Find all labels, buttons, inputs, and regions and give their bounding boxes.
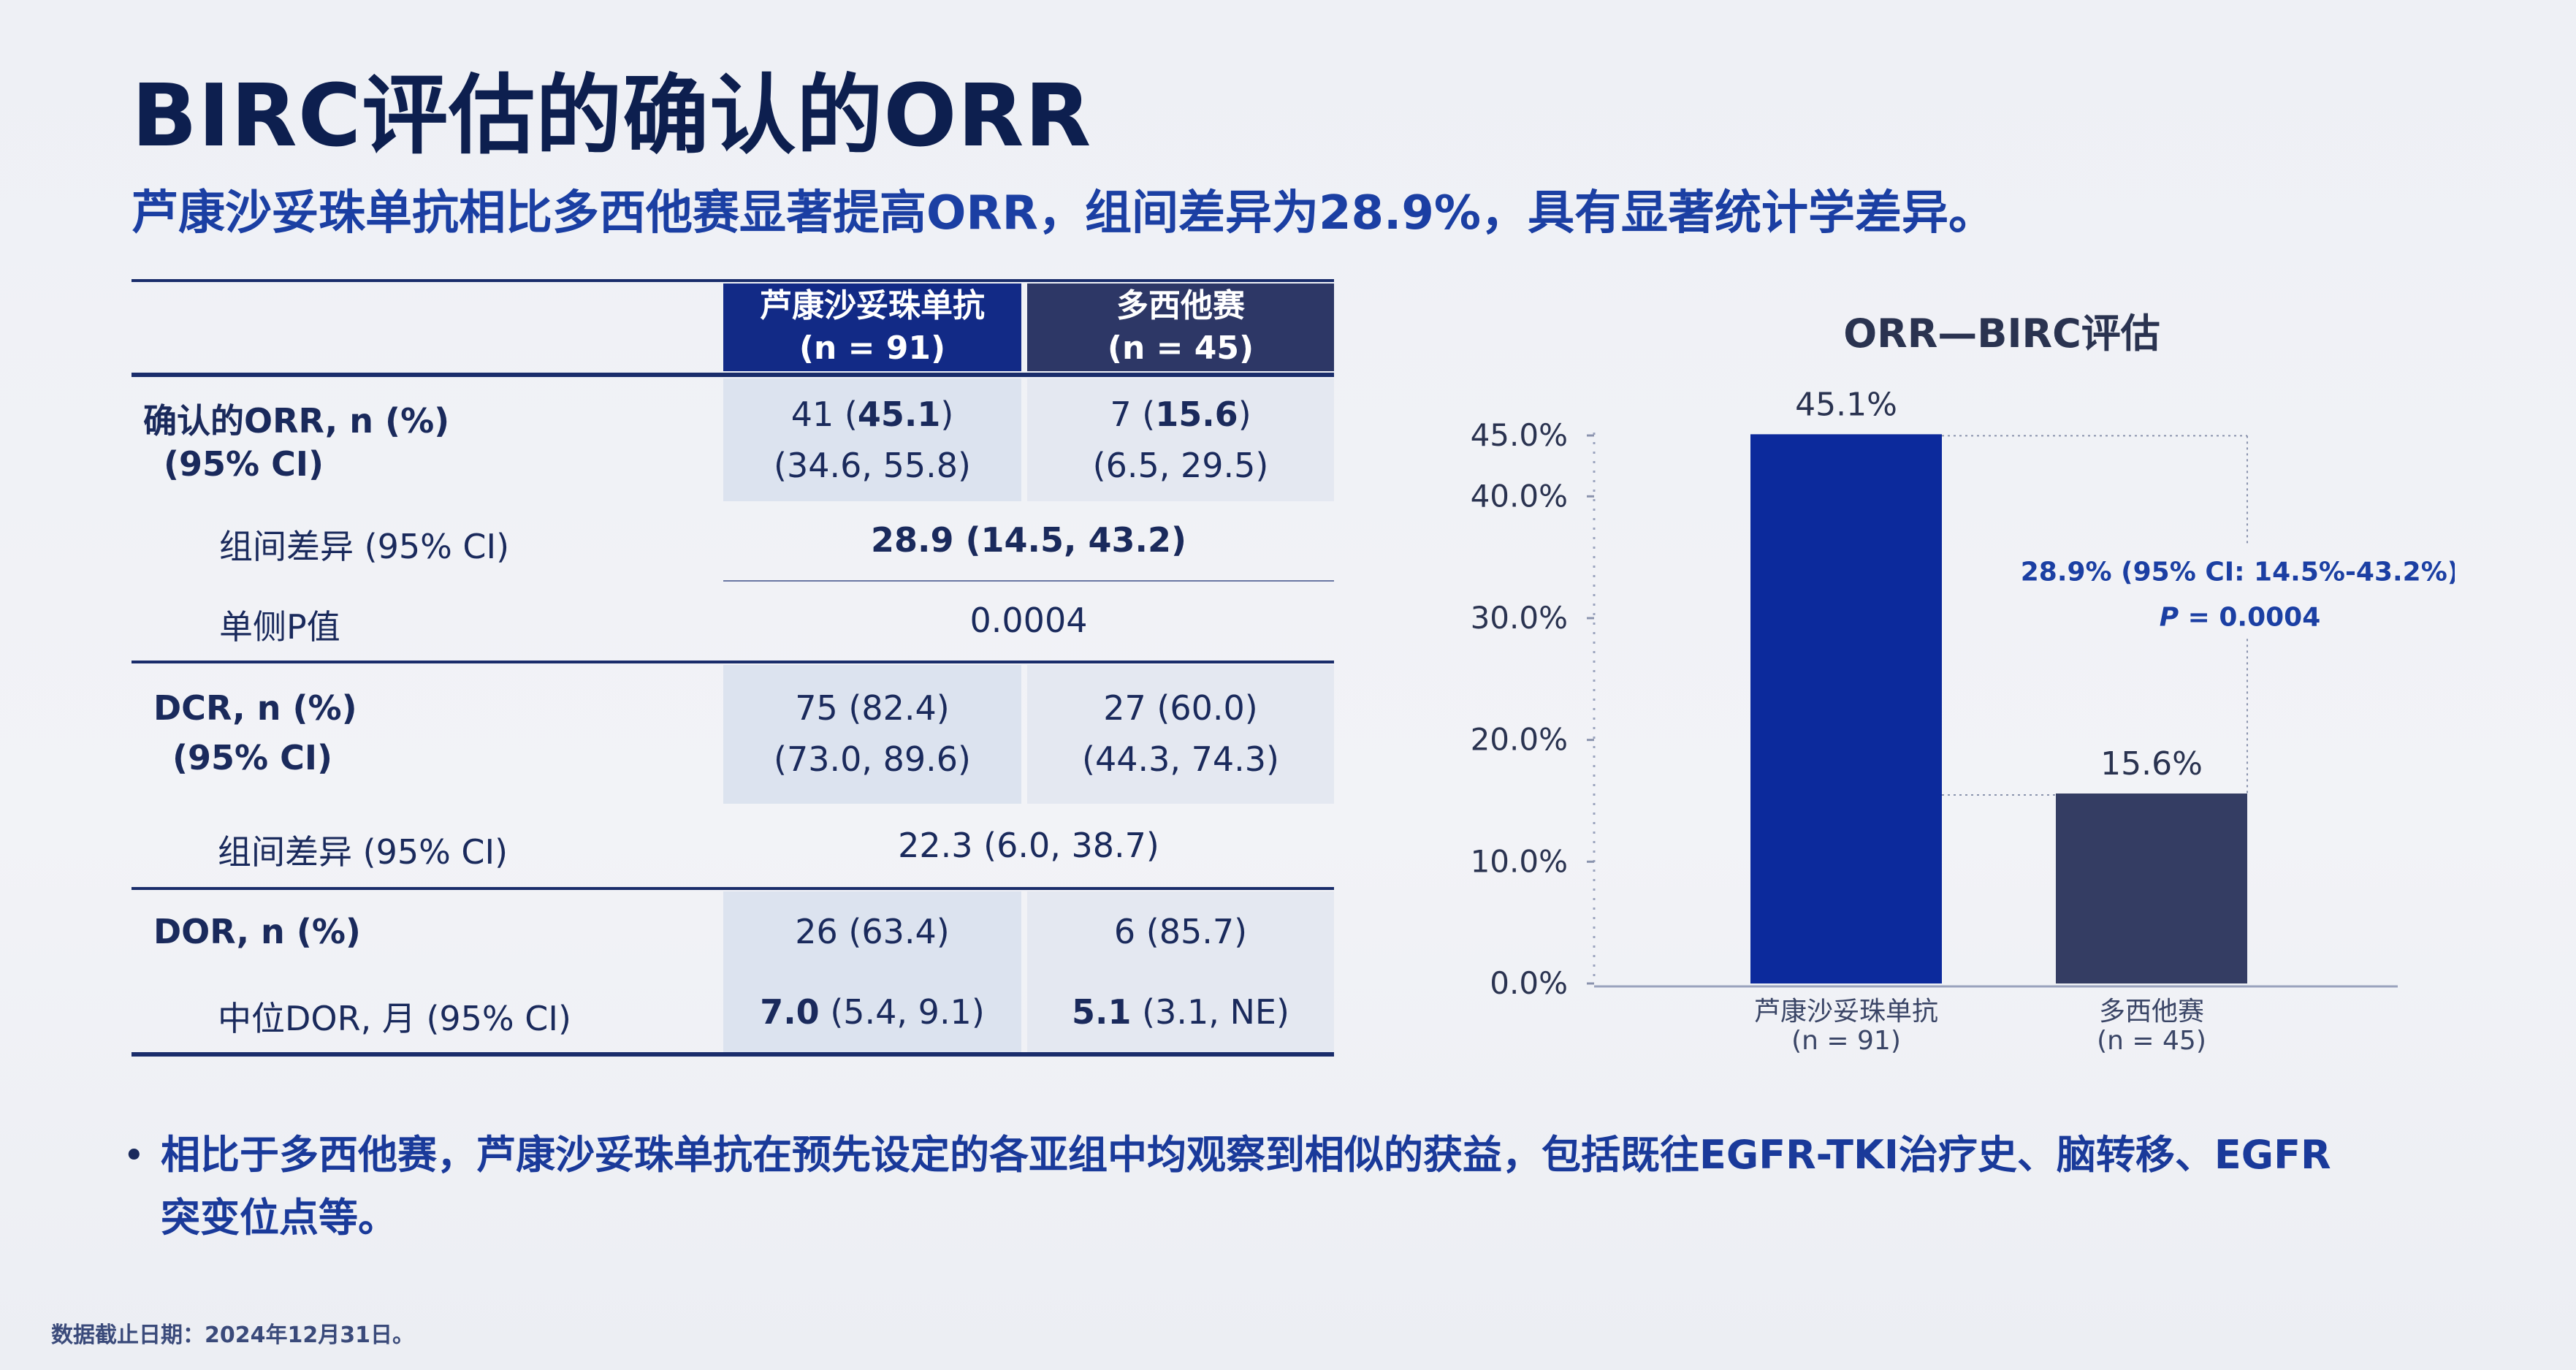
p-value: 0.0004	[969, 601, 1088, 640]
orr-bar-chart: 0.0% 10.0% 20.0% 30.0% 40.0% 45.0% 45.1% 芦康沙妥珠单…	[1471, 386, 2455, 1056]
y-tick-label: 45.0%	[1471, 417, 1568, 453]
orr-col2-value: 7 (15.6)	[1110, 395, 1251, 434]
orr-label: 确认的ORR, n (%)	[143, 401, 450, 441]
y-tick-label: 40.0%	[1471, 478, 1568, 514]
dcr-col2-ci: (44.3, 74.3)	[1082, 739, 1279, 779]
bar-value-label: 15.6%	[2100, 745, 2203, 783]
table-bottom-rule	[132, 1052, 1334, 1057]
orr-section-rule	[132, 661, 1334, 663]
bar-value-label: 45.1%	[1795, 386, 1897, 423]
orr-col1-ci: (34.6, 55.8)	[774, 446, 971, 485]
y-tick-label: 30.0%	[1471, 600, 1568, 636]
x-category-n: (n = 45)	[2097, 1026, 2206, 1056]
dcr-col1-ci: (73.0, 89.6)	[774, 739, 971, 779]
header-col2: 多西他赛 (n = 45)	[1027, 283, 1334, 371]
header-col1-name: 芦康沙妥珠单抗	[760, 287, 985, 324]
x-category-label: 多西他赛	[2099, 997, 2204, 1027]
orr-col1-value: 41 (45.1)	[790, 395, 954, 434]
table-top-rule	[132, 279, 1334, 282]
data-cutoff-footnote: 数据截止日期：2024年12月31日。	[51, 1323, 414, 1348]
col1-shade-dor	[723, 891, 1021, 1054]
y-tick-label: 20.0%	[1471, 722, 1568, 758]
x-category-n: (n = 91)	[1791, 1026, 1901, 1056]
results-table: 芦康沙妥珠单抗 (n = 91) 多西他赛 (n = 45) 确认的ORR, n…	[132, 279, 1334, 1057]
orr-diff-value: 28.9 (14.5, 43.2)	[870, 520, 1187, 560]
diff-annotation: 28.9% (95% CI: 14.5%-43.2%)	[2021, 557, 2455, 587]
dcr-diff-label: 组间差异 (95% CI)	[218, 832, 508, 872]
dcr-col2-value: 27 (60.0)	[1103, 688, 1258, 728]
dcr-col1-value: 75 (82.4)	[795, 688, 950, 728]
header-col2-n: (n = 45)	[1107, 330, 1254, 367]
col1-shade-orr	[723, 378, 1021, 501]
table-header-rule	[132, 373, 1334, 377]
dor-col1-value: 26 (63.4)	[795, 912, 950, 951]
median-dor-col1: 7.0 (5.4, 9.1)	[760, 992, 985, 1032]
dcr-diff-value: 22.3 (6.0, 38.7)	[898, 826, 1159, 865]
page-subtitle: 芦康沙妥珠单抗相比多西他赛显著提高ORR，组间差异为28.9%，具有显著统计学差…	[132, 186, 1995, 240]
x-category-label: 芦康沙妥珠单抗	[1754, 997, 1938, 1027]
p-value-annotation: P = 0.0004	[2160, 602, 2321, 632]
col2-shade-orr	[1027, 378, 1334, 501]
col2-shade-dcr	[1027, 665, 1334, 804]
orr-diff-rule	[723, 580, 1334, 582]
header-col1-bg	[723, 283, 1021, 371]
header-col2-name: 多西他赛	[1116, 287, 1245, 324]
header-col1-n: (n = 91)	[799, 330, 946, 367]
orr-ci-label: (95% CI)	[164, 444, 324, 484]
median-dor-label: 中位DOR, 月 (95% CI)	[218, 999, 571, 1038]
col1-shade-dcr	[723, 665, 1021, 804]
dcr-ci-label: (95% CI)	[172, 738, 333, 777]
header-col1: 芦康沙妥珠单抗 (n = 91)	[723, 283, 1021, 371]
median-dor-col2: 5.1 (3.1, NE)	[1072, 992, 1289, 1032]
dor-label: DOR, n (%)	[153, 912, 361, 951]
dcr-section-rule	[132, 887, 1334, 890]
page-title: BIRC评估的确认的ORR	[132, 65, 1092, 166]
y-tick-label: 10.0%	[1471, 843, 1568, 879]
chart-title: ORR—BIRC评估	[1843, 311, 2160, 357]
col2-shade-dor	[1027, 891, 1334, 1054]
orr-diff-label: 组间差异 (95% CI)	[219, 527, 510, 566]
y-tick-label: 0.0%	[1490, 965, 1568, 1001]
bullet-marker: •	[123, 1134, 145, 1178]
conclusion-bullet: 相比于多西他赛，芦康沙妥珠单抗在预先设定的各亚组中均观察到相似的获益，包括既往E…	[161, 1132, 2331, 1241]
p-value-label: 单侧P值	[219, 607, 340, 647]
dcr-label: DCR, n (%)	[153, 688, 357, 728]
bar-1	[1750, 434, 1942, 983]
header-col2-bg	[1027, 283, 1334, 371]
dor-col2-value: 6 (85.7)	[1113, 912, 1248, 951]
bar-2	[2056, 794, 2247, 983]
orr-col2-ci: (6.5, 29.5)	[1092, 446, 1269, 485]
